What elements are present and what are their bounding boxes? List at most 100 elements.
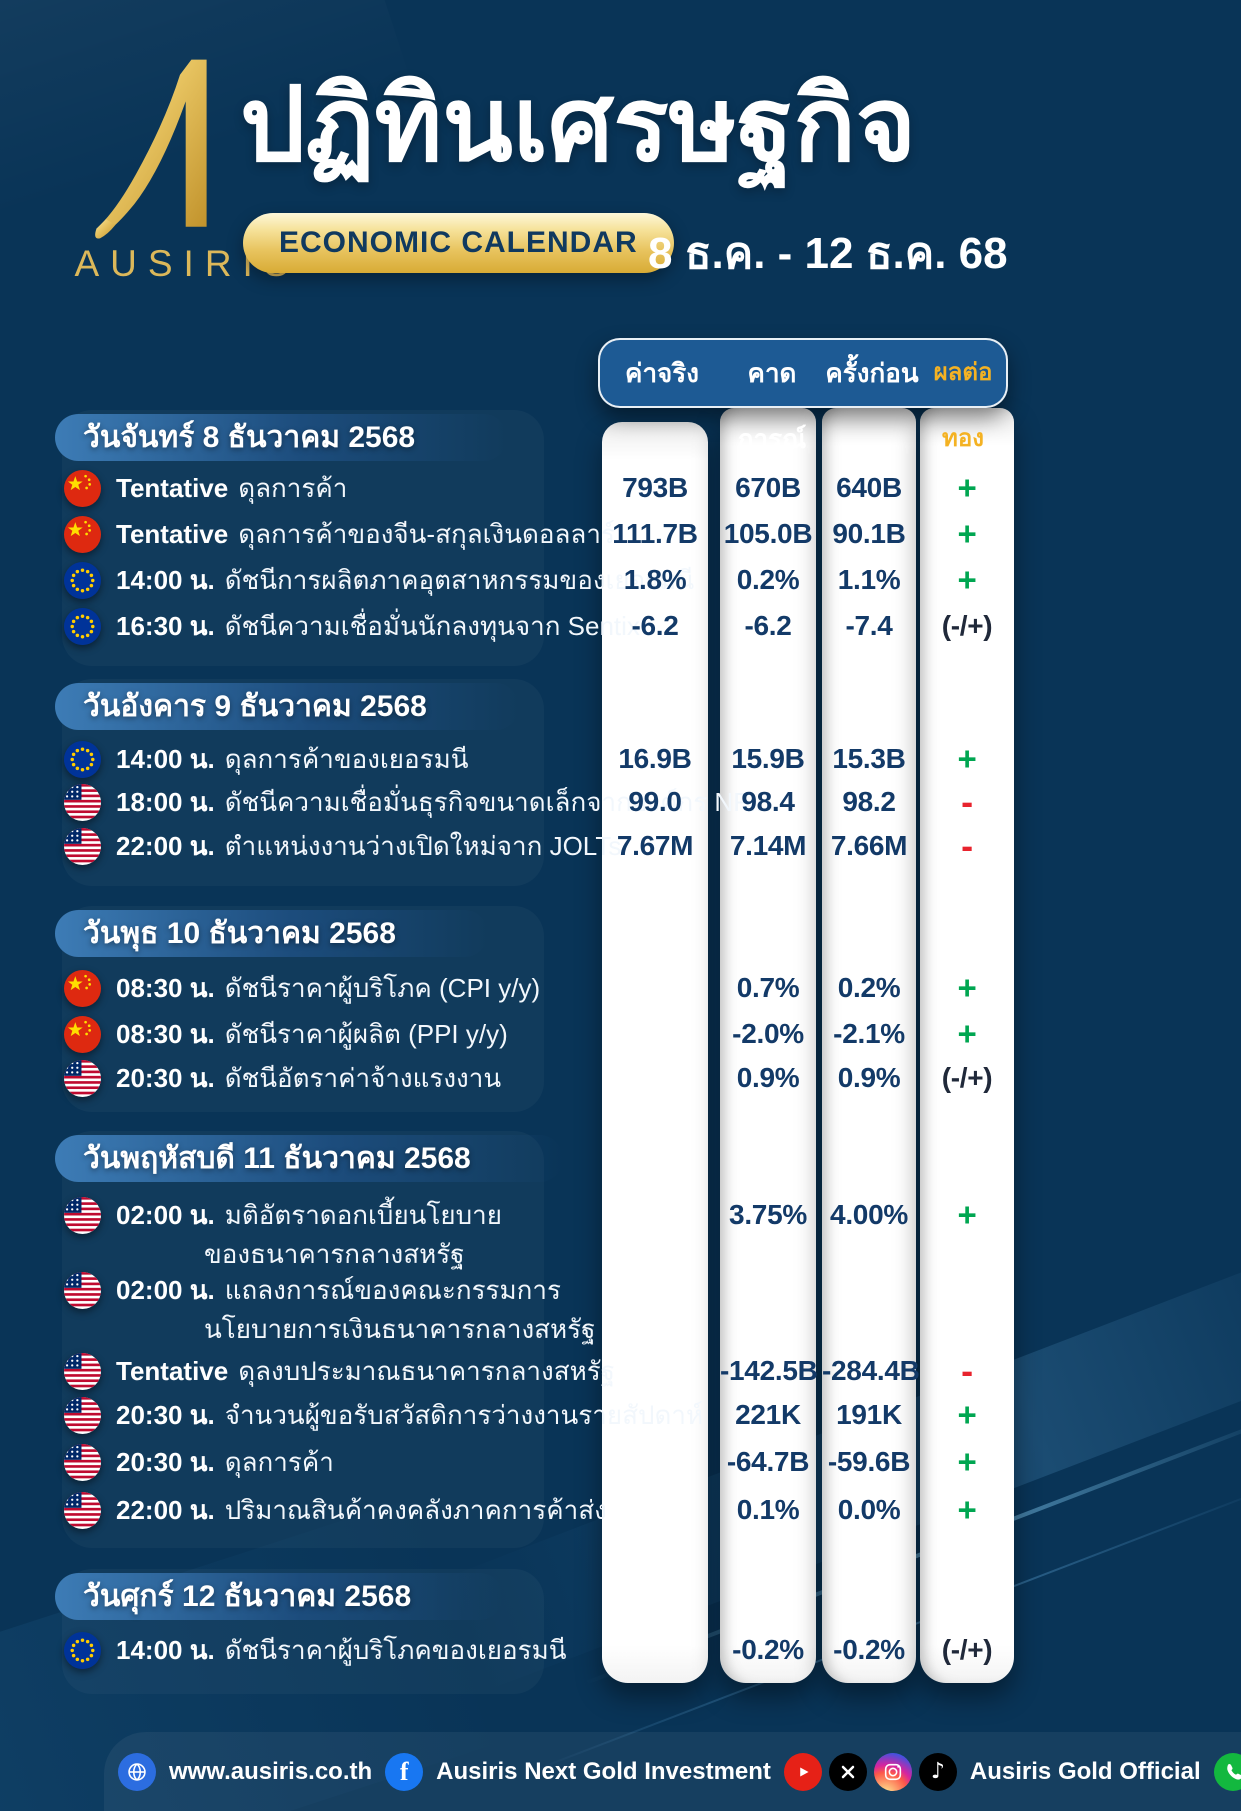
event-time: 18:00 น.	[116, 786, 215, 817]
event-row: 20:30 น. ดัชนีอัตราค่าจ้างแรงงาน	[64, 1057, 501, 1099]
eu-flag	[64, 607, 101, 645]
forecast-value: 0.9%	[736, 1062, 800, 1093]
event-time: 02:00 น.	[116, 1274, 215, 1305]
event-time: 22:00 น.	[116, 1494, 215, 1525]
forecast-value: 0.2%	[736, 564, 800, 595]
forecast-value: 221K	[735, 1399, 801, 1430]
day-header-badge: วันจันทร์ 8 ธันวาคม 2568	[55, 414, 508, 461]
event-description: แถลงการณ์ของคณะกรรมการ	[224, 1274, 561, 1305]
event-description: ดุลการค้า	[238, 472, 348, 503]
event-row: 08:30 น. ดัชนีราคาผู้ผลิต (PPI y/y)	[64, 1013, 508, 1055]
previous-value: -0.2%	[833, 1634, 905, 1665]
forecast-value: -6.2	[744, 610, 792, 641]
actual-value: 793B	[622, 472, 688, 503]
event-description: ดุลการค้า	[224, 1446, 334, 1477]
previous-value: 4.00%	[830, 1199, 908, 1230]
event-row: Tentative ดุลการค้า	[64, 467, 347, 509]
event-description: ดัชนีราคาผู้บริโภคของเยอรมนี	[224, 1634, 567, 1665]
forecast-value: 0.1%	[736, 1494, 800, 1525]
gold-effect-value: -	[961, 825, 973, 866]
china-flag	[64, 969, 101, 1007]
day-header-badge: วันพฤหัสบดี 11 ธันวาคม 2568	[55, 1135, 563, 1182]
social-label: Ausiris Gold Official	[969, 1757, 1201, 1785]
gold-effect-value: +	[957, 1491, 977, 1528]
forecast-value: 3.75%	[729, 1199, 807, 1230]
previous-value: 98.2	[842, 786, 896, 817]
us-flag	[64, 1271, 101, 1309]
economic-calendar-badge: ECONOMIC CALENDAR	[243, 213, 674, 273]
china-flag	[64, 515, 101, 553]
forecast-value: -64.7B	[726, 1446, 810, 1477]
event-row: 20:30 น. จำนวนผู้ขอรับสวัสดิการว่างงานราย…	[64, 1394, 703, 1436]
gold-effect-value: +	[957, 561, 977, 598]
event-description: ดัชนีราคาผู้บริโภค (CPI y/y)	[224, 972, 541, 1003]
footer-bar: www.ausiris.co.th f Ausiris Next Gold In…	[104, 1732, 1241, 1811]
event-row: 14:00 น. ดัชนีการผลิตภาคอุตสาหกรรมของเยอร…	[64, 559, 694, 601]
event-time: 08:30 น.	[116, 972, 215, 1003]
previous-value: 90.1B	[832, 518, 906, 549]
previous-value: 0.9%	[837, 1062, 901, 1093]
forecast-value: 98.4	[741, 786, 795, 817]
event-description-line2: ของธนาคารกลางสหรัฐ	[204, 1239, 465, 1269]
phone-icon	[1213, 1752, 1241, 1791]
forecast-value: -2.0%	[732, 1018, 804, 1049]
facebook-label: Ausiris Next Gold Investment	[436, 1757, 771, 1785]
event-time: 16:30 น.	[116, 610, 215, 641]
day-header-badge: วันศุกร์ 12 ธันวาคม 2568	[55, 1573, 504, 1620]
event-description-line2: นโยบายการเงินธนาคารกลางสหรัฐ	[204, 1314, 596, 1344]
previous-value: -2.1%	[833, 1018, 905, 1049]
forecast-value: -0.2%	[732, 1634, 804, 1665]
us-flag	[64, 1352, 101, 1390]
event-row: Tentative ดุลงบประมาณธนาคารกลางสหรัฐ	[64, 1350, 615, 1392]
event-row: 22:00 น. ตำแหน่งงานว่างเปิดใหม่จาก JOLTs	[64, 825, 621, 867]
previous-value: 640B	[836, 472, 902, 503]
gold-effect-value: -	[961, 1350, 973, 1391]
event-time: 20:30 น.	[116, 1399, 215, 1430]
event-description: มติอัตราดอกเบี้ยนโยบาย	[224, 1199, 502, 1230]
gold-effect-value: (-/+)	[941, 1634, 993, 1665]
col-header-previous: ครั้งก่อน	[825, 358, 919, 388]
event-description: ดัชนีราคาผู้ผลิต (PPI y/y)	[224, 1018, 508, 1049]
previous-value: 1.1%	[837, 564, 901, 595]
eu-flag	[64, 1631, 101, 1669]
gold-effect-value: +	[957, 1015, 977, 1052]
event-row: 02:00 น. มติอัตราดอกเบี้ยนโยบาย ของธนาคารก…	[64, 1194, 502, 1269]
event-description: ดุลการค้าของเยอรมนี	[224, 743, 469, 774]
china-flag	[64, 1015, 101, 1053]
gold-effect-value: -	[961, 781, 973, 822]
day-header-badge: วันอังคาร 9 ธันวาคม 2568	[55, 683, 519, 730]
youtube-icon	[783, 1752, 822, 1791]
event-description: ดัชนีอัตราค่าจ้างแรงงาน	[224, 1062, 502, 1093]
actual-value: 16.9B	[618, 743, 692, 774]
gold-effect-value: +	[957, 1396, 977, 1433]
gold-effect-value: (-/+)	[941, 610, 993, 641]
event-description: ดัชนีความเชื่อมั่นนักลงทุนจาก Sentix	[224, 610, 640, 641]
previous-value: 191K	[836, 1399, 902, 1430]
actual-value: 7.67M	[616, 830, 694, 861]
eu-flag	[64, 561, 101, 599]
day-header-badge: วันพุธ 10 ธันวาคม 2568	[55, 910, 488, 957]
x-icon	[828, 1752, 867, 1791]
previous-value: 0.2%	[837, 972, 901, 1003]
ausiris-logo	[66, 52, 256, 242]
forecast-value: 105.0B	[723, 518, 813, 549]
tiktok-icon: ♪	[918, 1752, 957, 1791]
china-flag	[64, 469, 101, 507]
event-time: Tentative	[116, 1355, 229, 1386]
forecast-value: -142.5B	[720, 1355, 818, 1386]
event-time: Tentative	[116, 518, 229, 549]
event-time: 20:30 น.	[116, 1062, 215, 1093]
website-url: www.ausiris.co.th	[169, 1757, 373, 1785]
us-flag	[64, 1443, 101, 1481]
col-header-forecast: คาดการณ์	[737, 358, 807, 454]
us-flag	[64, 1196, 101, 1234]
gold-effect-value: +	[957, 469, 977, 506]
event-row: 08:30 น. ดัชนีราคาผู้บริโภค (CPI y/y)	[64, 967, 540, 1009]
event-row: 02:00 น. แถลงการณ์ของคณะกรรมการนโยบายการเ…	[64, 1269, 595, 1344]
previous-value: 7.66M	[830, 830, 908, 861]
event-row: 18:00 น. ดัชนีความเชื่อมั่นธุรกิจขนาดเล็ก…	[64, 781, 774, 823]
us-flag	[64, 827, 101, 865]
event-description: ดุลการค้าของจีน-สกุลเงินดอลลาร์	[238, 518, 615, 549]
event-row: 14:00 น. ดัชนีราคาผู้บริโภคของเยอรมนี	[64, 1629, 566, 1671]
